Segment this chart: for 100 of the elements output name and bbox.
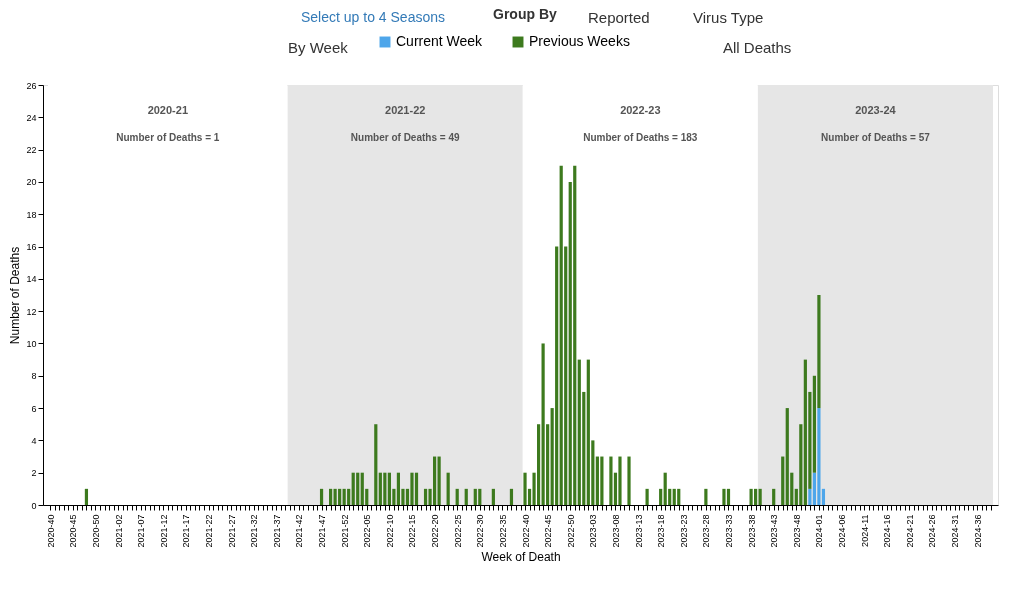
x-tick-label: 2023-23 [678,514,689,548]
bar [410,472,414,505]
bar [808,488,812,505]
annotation: Number of Deaths = 49 [350,132,460,143]
bar [659,488,663,505]
y-tick-label: 0 [31,500,37,511]
bar [509,488,514,505]
bar [609,456,613,505]
x-tick-label: 2022-10 [384,514,395,548]
y-tick-label: 2 [31,468,37,479]
y-tick-label: 26 [26,80,37,91]
x-tick-label: 2021-27 [226,514,237,548]
bar [432,456,437,505]
y-tick-label: 14 [26,274,37,285]
bar [455,488,459,505]
x-tick-label: 2021-02 [113,514,124,548]
y-tick-label: 20 [26,177,37,188]
bar [722,488,726,505]
bar [726,488,731,505]
bar [758,488,762,505]
bar [749,488,753,505]
bar [383,472,387,505]
bar [772,488,776,505]
bar [374,424,378,505]
bar [319,488,324,505]
bar [329,488,333,505]
bar [573,165,577,505]
bar [423,488,428,505]
x-tick-label: 2023-38 [746,514,757,548]
text: By Week [288,39,349,56]
bar [360,472,364,505]
x-tick-label: 2024-06 [837,514,848,548]
x-tick-label: 2023-08 [610,514,621,548]
x-tick-label: 2020-50 [90,514,101,548]
text: 2020-21 [147,104,189,116]
bar [478,488,482,505]
text: 2021-22 [385,104,426,116]
x-tick-label: 2022-30 [475,514,486,548]
y-tick-label: 24 [26,112,37,123]
text: Virus Type [693,9,764,26]
annotation: Number of Deaths = 183 [583,132,698,143]
x-tick-label: 2021-42 [294,514,305,548]
bar [541,343,545,505]
legend-label: Previous Weeks [529,33,630,49]
bar [672,488,676,505]
x-tick-label: 2021-32 [249,514,260,548]
bar [536,424,541,505]
text: Select up to 4 Seasons [301,9,445,25]
bar [446,472,450,505]
x-tick-label: 2022-50 [565,514,576,548]
text: All Deaths [723,39,792,56]
y-tick-label: 18 [26,209,37,220]
x-tick-label: 2021-47 [317,514,328,548]
bar [817,408,821,505]
bar [577,359,581,505]
x-tick-label: 2023-18 [656,514,667,548]
x-tick-label: 2024-36 [972,514,983,548]
bar [333,488,337,505]
x-tick-label: 2023-33 [723,514,734,548]
bar [600,456,604,505]
x-tick-label: 2024-11 [859,514,870,547]
y-tick-label: 8 [31,371,37,382]
bar [799,424,803,505]
x-tick-label: 2022-35 [497,514,508,548]
text: 2023-24 [855,104,896,116]
x-tick-label: 2020-40 [45,514,56,548]
bar [555,246,559,505]
bar [473,488,477,505]
bar [677,488,681,505]
annotation: Number of Deaths = 1 [116,132,220,143]
x-tick-label: 2022-40 [520,514,531,548]
bar [618,456,622,505]
bar [627,456,631,505]
legend-label: Current Week [396,33,484,49]
text: Group By [493,6,557,22]
bar [356,472,360,505]
text: Reported [588,9,650,26]
y-tick-label: 16 [26,242,37,253]
y-tick-label: 4 [31,435,37,446]
x-tick-label: 2024-16 [882,514,893,548]
bar [523,472,527,505]
y-tick-label: 22 [26,145,37,156]
x-tick-label: 2021-22 [204,514,215,548]
bar [396,472,401,505]
x-tick-label: 2020-45 [68,514,79,548]
bar [803,359,807,505]
x-tick-label: 2024-26 [927,514,938,548]
x-tick-label: 2024-31 [950,514,961,548]
bar [464,488,468,505]
x-tick-label: 2022-25 [452,514,463,548]
bar [559,165,563,505]
bar [347,488,351,505]
x-axis-title: Week of Death [481,549,561,564]
y-axis-title: Number of Deaths [8,246,23,345]
x-tick-label: 2022-05 [362,514,373,548]
bar [84,488,89,505]
x-tick-label: 2023-28 [701,514,712,548]
x-tick-label: 2021-12 [158,514,169,548]
x-tick-label: 2023-48 [791,514,802,548]
x-tick-label: 2022-20 [430,514,441,548]
